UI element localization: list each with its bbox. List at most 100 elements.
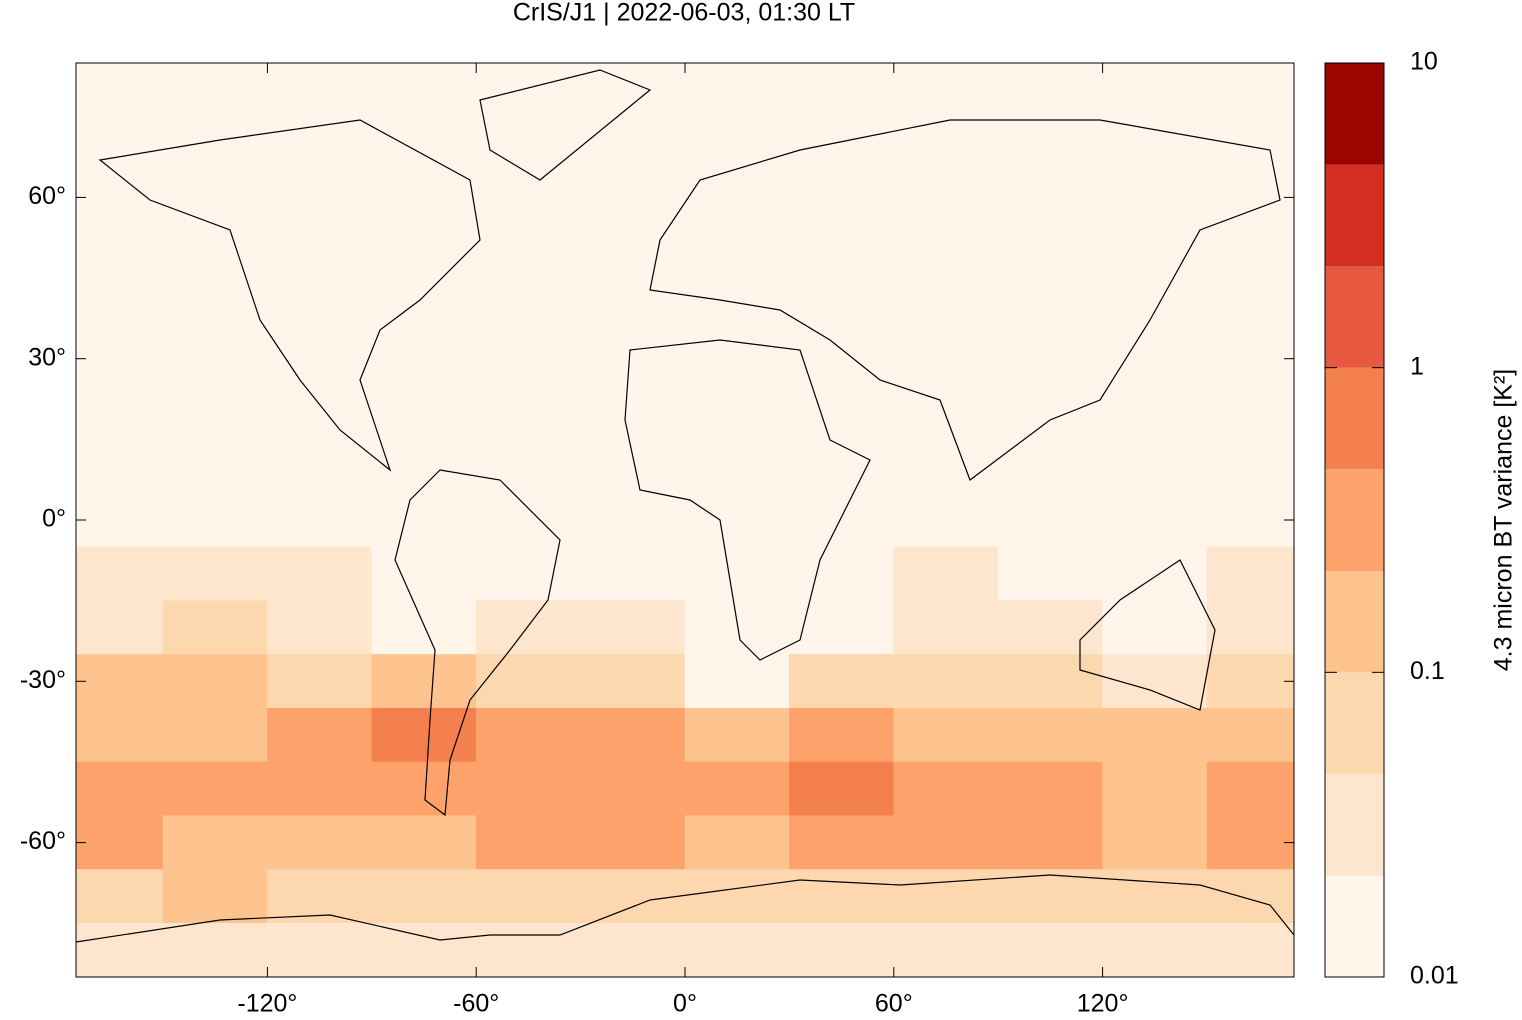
heatmap-cell — [580, 815, 686, 870]
heatmap-cell — [580, 62, 686, 118]
heatmap-cell — [789, 116, 895, 171]
heatmap-cell — [893, 492, 999, 548]
heatmap-cell — [684, 654, 790, 709]
x-tick-label: 60° — [875, 990, 913, 1018]
heatmap-cell — [75, 277, 164, 333]
heatmap-cell — [997, 277, 1103, 333]
heatmap-cell — [1102, 331, 1208, 386]
heatmap-cell — [997, 492, 1103, 548]
heatmap-cell — [1102, 385, 1208, 440]
chart-title: CrIS/J1 | 2022-06-03, 01:30 LT — [513, 0, 855, 27]
heatmap-cell — [1206, 707, 1295, 763]
heatmap-cell — [1206, 815, 1295, 870]
heatmap-cell — [371, 116, 477, 171]
heatmap-cell — [684, 439, 790, 494]
heatmap-cell — [580, 170, 686, 225]
heatmap-cell — [684, 492, 790, 548]
heatmap-cell — [1206, 869, 1295, 924]
heatmap-cell — [1206, 654, 1295, 709]
y-tick-label: 0° — [42, 505, 66, 533]
heatmap-cell — [1206, 922, 1295, 978]
heatmap-cell — [893, 546, 999, 601]
heatmap-cell — [789, 654, 895, 709]
heatmap-cell — [1206, 600, 1295, 655]
heatmap-cell — [162, 815, 268, 870]
heatmap-cell — [893, 761, 999, 816]
heatmap-cell — [475, 546, 581, 601]
heatmap-cell — [997, 815, 1103, 870]
antarctica — [75, 874, 1295, 943]
heatmap-cell — [75, 869, 164, 924]
heatmap-cell — [580, 707, 686, 763]
heatmap-cell — [475, 331, 581, 386]
heatmap-cell — [267, 277, 373, 333]
heatmap-cell — [475, 600, 581, 655]
heatmap-cell — [475, 707, 581, 763]
heatmap-cell — [75, 62, 164, 118]
heatmap-cell — [684, 761, 790, 816]
heatmap-cell — [1102, 922, 1208, 978]
heatmap-cell — [893, 170, 999, 225]
heatmap-cell — [75, 707, 164, 763]
colorbar-tick-label: 1 — [1410, 352, 1424, 380]
heatmap-cell — [371, 546, 477, 601]
heatmap-cell — [75, 224, 164, 279]
heatmap-cell — [475, 492, 581, 548]
heatmap-cell — [1102, 277, 1208, 333]
colorbar-band — [1325, 164, 1384, 267]
heatmap-cell — [1102, 492, 1208, 548]
heatmap-cell — [997, 922, 1103, 978]
heatmap — [75, 62, 1295, 978]
colorbar-tick-label: 0.01 — [1410, 962, 1459, 990]
heatmap-cell — [789, 277, 895, 333]
colorbar-tick-label: 0.1 — [1410, 657, 1445, 685]
heatmap-cell — [162, 869, 268, 924]
heatmap-cell — [75, 600, 164, 655]
heatmap-cell — [789, 707, 895, 763]
heatmap-cell — [1206, 116, 1295, 171]
heatmap-cell — [789, 62, 895, 118]
heatmap-cell — [893, 385, 999, 440]
heatmap-cell — [371, 922, 477, 978]
heatmap-cell — [789, 546, 895, 601]
heatmap-cell — [580, 224, 686, 279]
heatmap-cell — [997, 869, 1103, 924]
heatmap-cell — [1206, 277, 1295, 333]
heatmap-cell — [75, 331, 164, 386]
heatmap-cell — [162, 707, 268, 763]
heatmap-cell — [267, 654, 373, 709]
heatmap-cell — [893, 62, 999, 118]
heatmap-cell — [475, 170, 581, 225]
heatmap-cell — [475, 116, 581, 171]
heatmap-cell — [893, 600, 999, 655]
heatmap-cell — [371, 761, 477, 816]
heatmap-cell — [267, 492, 373, 548]
heatmap-cell — [789, 492, 895, 548]
colorbar-band — [1325, 672, 1384, 774]
heatmap-cell — [475, 385, 581, 440]
heatmap-cell — [475, 761, 581, 816]
x-tick-label: 0° — [673, 990, 697, 1018]
greenland — [479, 69, 652, 181]
heatmap-cell — [1102, 761, 1208, 816]
heatmap-cell — [267, 707, 373, 763]
heatmap-cell — [371, 62, 477, 118]
heatmap-cell — [162, 492, 268, 548]
y-tick-label: 30° — [28, 343, 66, 371]
heatmap-cell — [684, 385, 790, 440]
australia — [1079, 559, 1216, 711]
heatmap-cell — [580, 546, 686, 601]
heatmap-cell — [1206, 546, 1295, 601]
heatmap-cell — [1206, 439, 1295, 494]
heatmap-cell — [893, 869, 999, 924]
heatmap-cell — [1102, 170, 1208, 225]
heatmap-cell — [267, 170, 373, 225]
heatmap-cell — [997, 761, 1103, 816]
heatmap-cell — [997, 116, 1103, 171]
heatmap-cell — [475, 277, 581, 333]
heatmap-cell — [75, 439, 164, 494]
heatmap-cell — [580, 492, 686, 548]
heatmap-cell — [789, 385, 895, 440]
heatmap-cell — [684, 277, 790, 333]
heatmap-cell — [684, 922, 790, 978]
